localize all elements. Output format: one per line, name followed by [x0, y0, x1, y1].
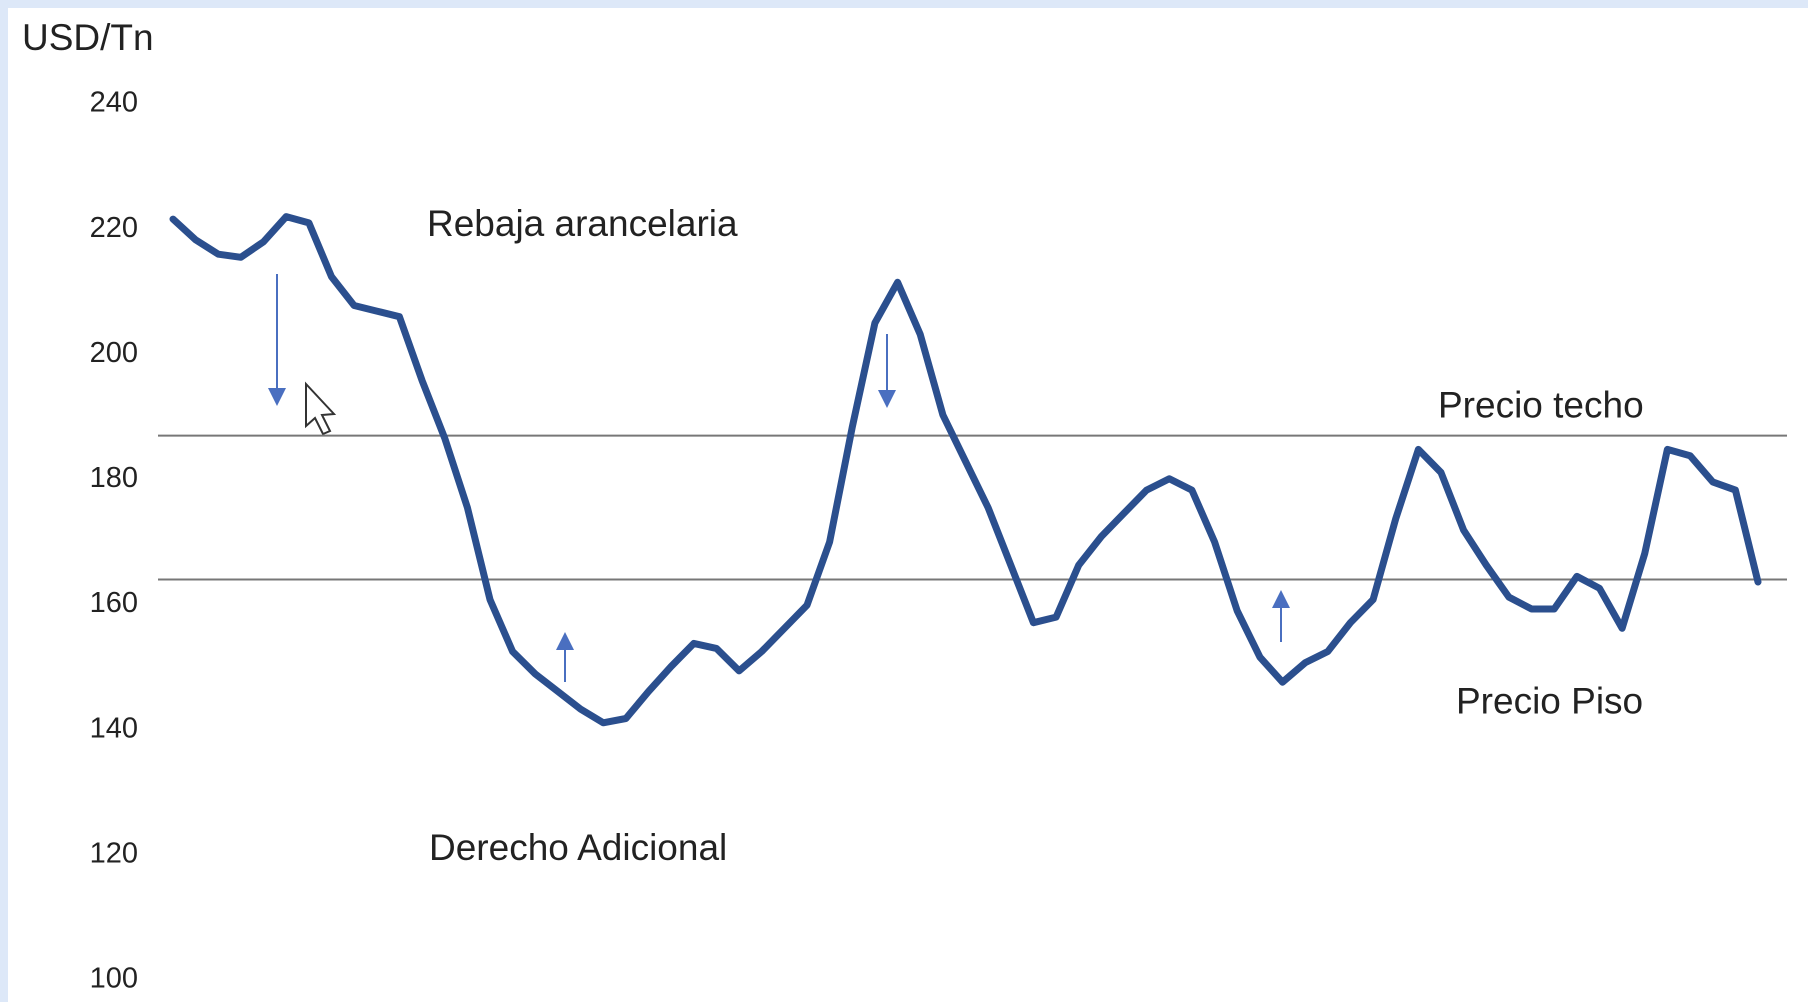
- reference-label: Precio techo: [1438, 384, 1644, 425]
- cursor: [305, 381, 337, 436]
- y-tick-label: 120: [90, 838, 138, 870]
- data-line: [169, 213, 1762, 727]
- y-tick-label: 180: [90, 462, 138, 494]
- y-tick-label: 200: [90, 337, 138, 369]
- y-tick-label: 220: [90, 212, 138, 244]
- annotation: Derecho Adicional: [429, 827, 727, 868]
- y-tick-label: 140: [90, 712, 138, 744]
- reference-label: Precio Piso: [1456, 680, 1643, 721]
- plot-background: [8, 8, 1808, 1002]
- annotation: Rebaja arancelaria: [427, 203, 738, 244]
- y-tick-label: 160: [90, 587, 138, 619]
- y-axis-label: USD/Tn: [22, 17, 154, 58]
- y-tick-label: 100: [90, 963, 138, 995]
- arrows: [268, 274, 1290, 682]
- y-tick-label: 240: [90, 87, 138, 119]
